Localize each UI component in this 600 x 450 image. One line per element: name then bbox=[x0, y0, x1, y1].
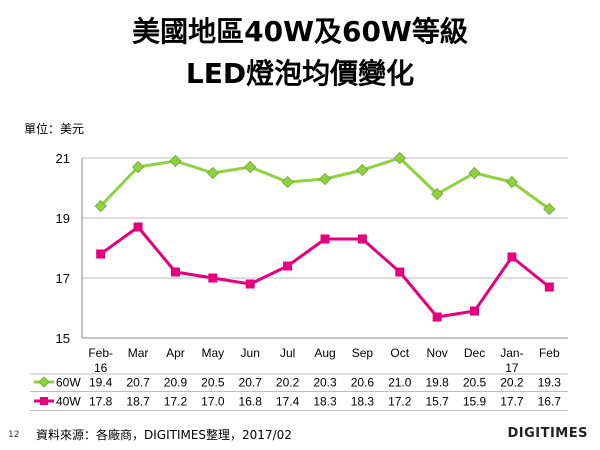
x-tick-label: Nov bbox=[426, 346, 447, 360]
data-point-40W bbox=[208, 273, 218, 283]
data-point-60W bbox=[206, 166, 219, 180]
x-tick-label: Dec bbox=[464, 346, 485, 360]
y-tick-label: 19 bbox=[56, 211, 70, 226]
chart-title-line1: 美國地區40W及60W等級 bbox=[132, 15, 468, 48]
data-point-60W bbox=[318, 172, 332, 186]
table-value-40W: 17.2 bbox=[164, 395, 188, 409]
table-value-60W: 20.9 bbox=[164, 376, 188, 390]
x-tick-label: Oct bbox=[390, 346, 409, 360]
table-value-60W: 20.2 bbox=[276, 376, 300, 390]
table-value-60W: 19.3 bbox=[538, 376, 562, 390]
legend-label-60W: 60W bbox=[56, 376, 81, 390]
table-value-40W: 17.0 bbox=[201, 395, 225, 409]
legend-marker-40W bbox=[40, 397, 48, 405]
data-point-60W bbox=[356, 163, 369, 177]
brand-logo: DIGITIMES bbox=[507, 426, 588, 441]
x-tick-label-line2: 16 bbox=[94, 361, 108, 375]
x-tick-label: Jan- bbox=[500, 346, 523, 360]
data-point-60W bbox=[393, 151, 406, 165]
data-point-60W bbox=[244, 160, 257, 174]
data-point-40W bbox=[395, 267, 405, 277]
x-tick-label: Aug bbox=[314, 346, 335, 360]
data-point-40W bbox=[245, 279, 255, 289]
table-value-60W: 19.4 bbox=[89, 376, 113, 390]
table-value-40W: 18.3 bbox=[313, 395, 337, 409]
data-point-40W bbox=[470, 306, 480, 316]
table-value-60W: 21.0 bbox=[388, 376, 412, 390]
data-point-60W bbox=[468, 166, 481, 180]
data-point-40W bbox=[357, 234, 367, 244]
legend-marker-60W bbox=[38, 376, 50, 388]
table-value-40W: 17.2 bbox=[388, 395, 412, 409]
table-value-60W: 20.7 bbox=[126, 376, 150, 390]
unit-label: 單位：美元 bbox=[24, 122, 85, 136]
table-value-60W: 19.8 bbox=[425, 376, 449, 390]
x-tick-label: Feb bbox=[539, 346, 560, 360]
y-tick-label: 17 bbox=[56, 271, 70, 286]
table-value-60W: 20.5 bbox=[201, 376, 225, 390]
legend-label-40W: 40W bbox=[56, 395, 81, 409]
table-value-40W: 18.3 bbox=[351, 395, 375, 409]
table-value-60W: 20.7 bbox=[239, 376, 263, 390]
table-value-60W: 20.5 bbox=[463, 376, 487, 390]
data-point-60W bbox=[94, 199, 107, 213]
x-tick-label: Sep bbox=[352, 346, 374, 360]
y-tick-label: 15 bbox=[56, 331, 70, 346]
table-value-60W: 20.2 bbox=[500, 376, 524, 390]
source-note: 資料來源：各廠商，DIGITIMES整理，2017/02 bbox=[36, 428, 292, 442]
table-value-60W: 20.6 bbox=[351, 376, 375, 390]
data-point-40W bbox=[544, 282, 554, 292]
table-value-40W: 15.9 bbox=[463, 395, 487, 409]
data-point-60W bbox=[543, 202, 556, 216]
data-point-60W bbox=[431, 187, 444, 201]
chart-title-line2: LED燈泡均價變化 bbox=[185, 57, 415, 90]
data-point-40W bbox=[432, 312, 442, 322]
data-point-60W bbox=[169, 154, 182, 168]
data-point-40W bbox=[133, 222, 143, 232]
table-value-40W: 16.7 bbox=[538, 395, 562, 409]
y-tick-label: 21 bbox=[56, 151, 70, 166]
data-point-60W bbox=[505, 175, 518, 189]
table-value-60W: 20.3 bbox=[313, 376, 337, 390]
table-value-40W: 18.7 bbox=[126, 395, 150, 409]
data-point-40W bbox=[320, 234, 330, 244]
table-value-40W: 17.7 bbox=[500, 395, 524, 409]
x-tick-label: May bbox=[202, 346, 225, 360]
table-value-40W: 17.8 bbox=[89, 395, 113, 409]
x-tick-label: Feb- bbox=[88, 346, 113, 360]
data-point-60W bbox=[132, 160, 145, 174]
page-number: 12 bbox=[8, 430, 20, 440]
x-tick-label: Jun bbox=[241, 346, 260, 360]
x-tick-label-line2: 17 bbox=[505, 361, 519, 375]
x-tick-label: Apr bbox=[166, 346, 185, 360]
data-point-40W bbox=[96, 249, 106, 259]
data-point-40W bbox=[170, 267, 180, 277]
data-point-40W bbox=[283, 261, 293, 271]
x-tick-label: Mar bbox=[128, 346, 149, 360]
table-value-40W: 16.8 bbox=[239, 395, 263, 409]
data-point-60W bbox=[281, 175, 294, 189]
table-value-40W: 15.7 bbox=[425, 395, 449, 409]
x-tick-label: Jul bbox=[280, 346, 295, 360]
data-point-40W bbox=[507, 252, 517, 262]
table-value-40W: 17.4 bbox=[276, 395, 300, 409]
